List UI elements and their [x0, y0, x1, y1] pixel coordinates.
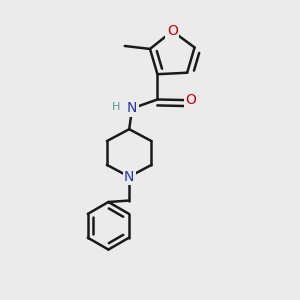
Text: N: N	[124, 170, 134, 184]
Text: N: N	[127, 101, 137, 116]
Text: H: H	[112, 102, 120, 112]
Text: O: O	[185, 93, 196, 107]
Text: O: O	[167, 24, 178, 38]
